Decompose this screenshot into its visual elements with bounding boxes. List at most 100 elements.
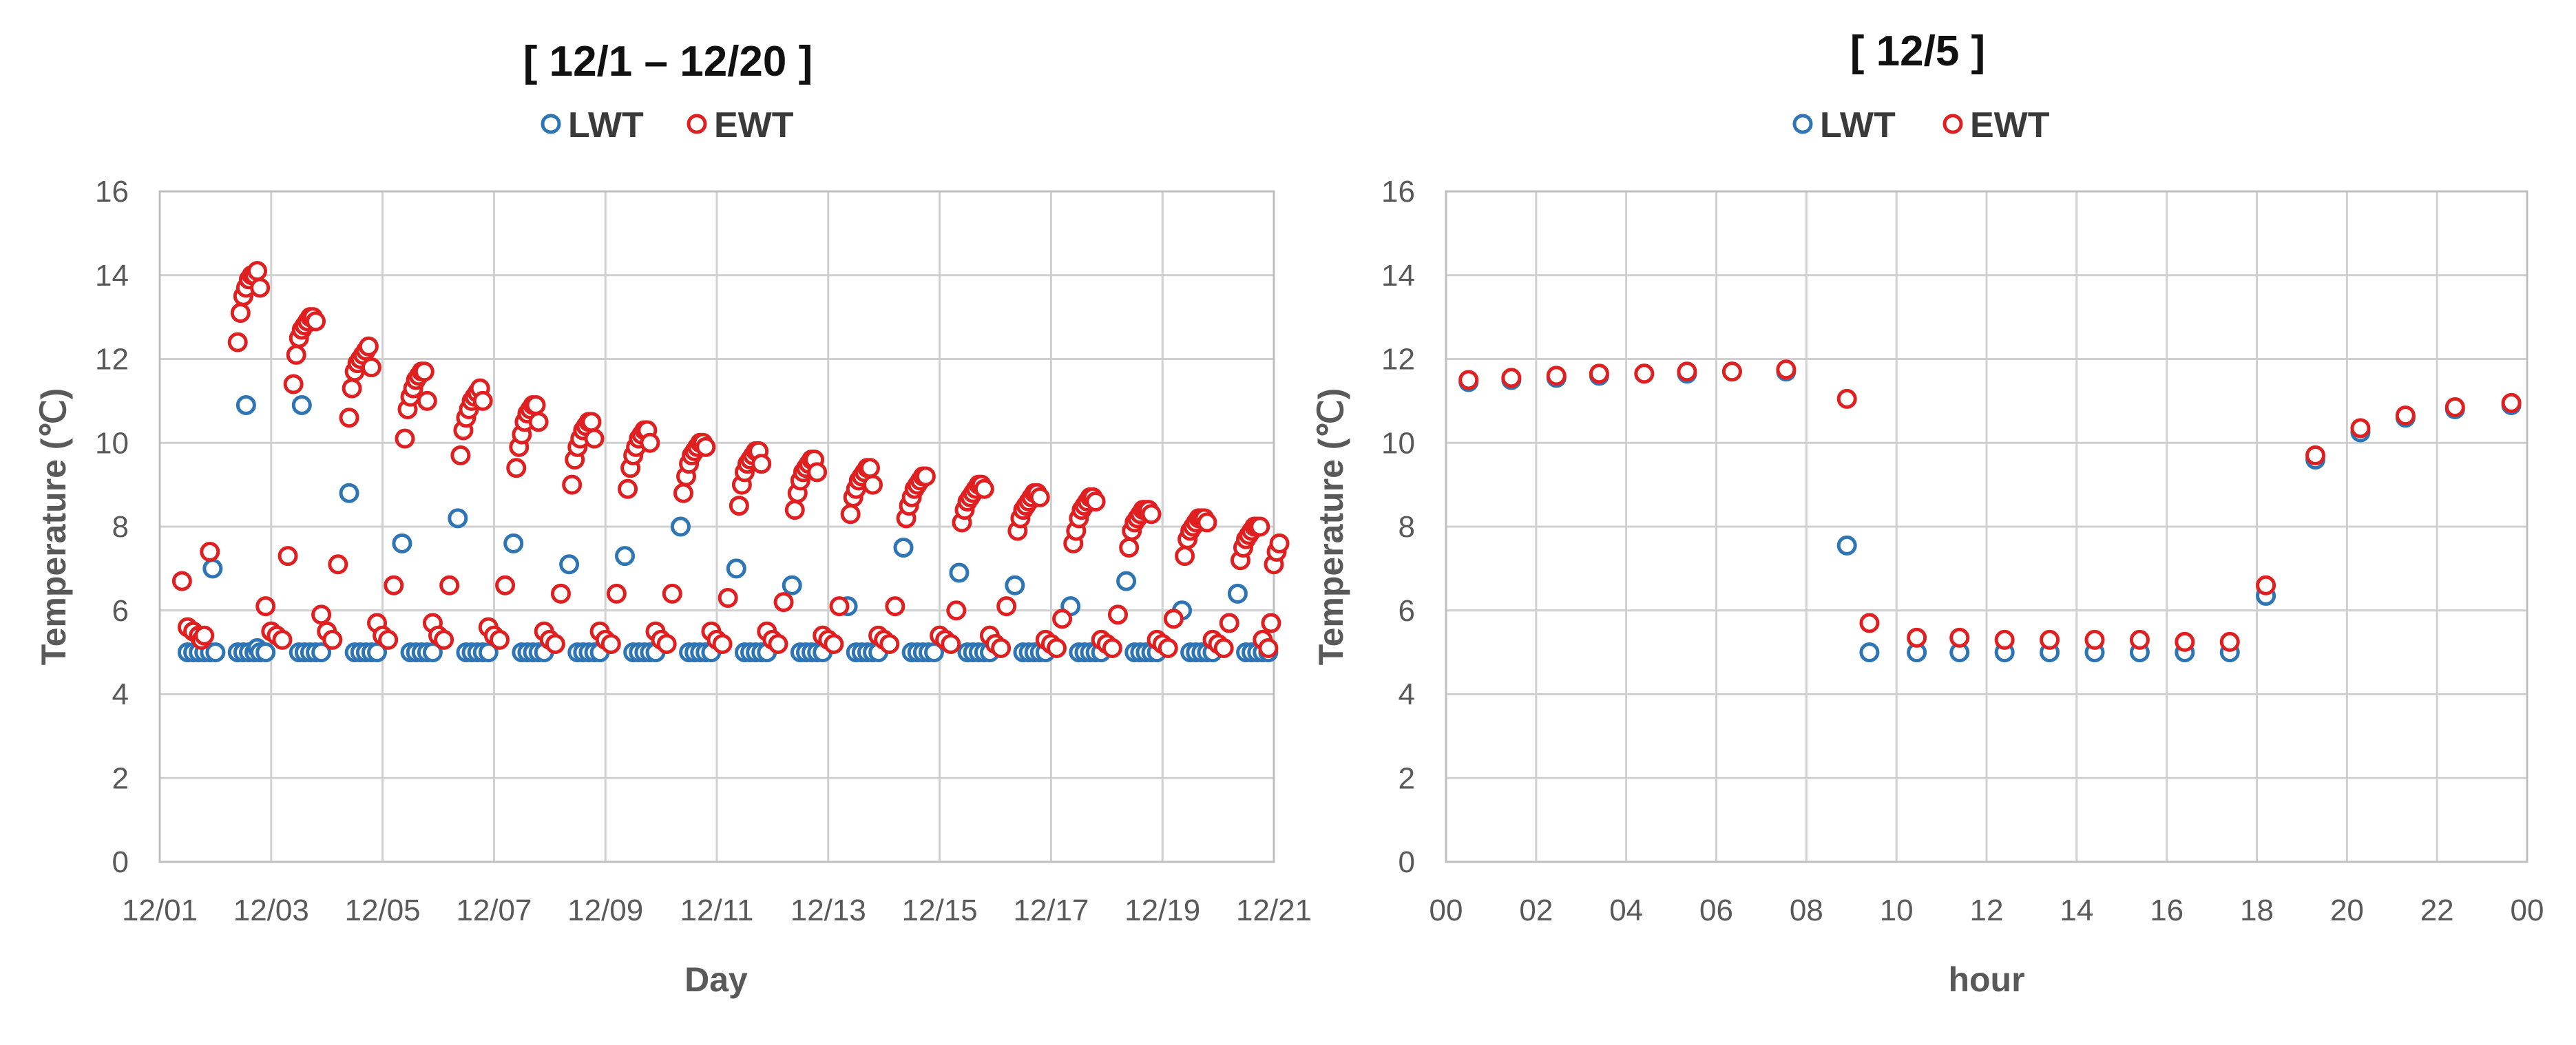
chart-left-grid	[158, 190, 1275, 863]
y-tick-label: 2	[1399, 761, 1415, 795]
point-ewt	[358, 336, 379, 357]
chart-left-marks	[171, 261, 1290, 663]
y-tick-label: 0	[1399, 845, 1415, 879]
point-lwt	[782, 575, 802, 595]
point-ewt	[439, 575, 460, 595]
point-ewt	[1634, 363, 1655, 384]
chart-right-grid	[1445, 190, 2528, 863]
chart-left: [ 12/1 – 12/20 ] LWT EWT 0 2 4 6 8 10 12 14 16 1…	[34, 38, 1312, 999]
point-ewt	[255, 596, 276, 617]
point-ewt	[751, 454, 772, 474]
point-ewt	[1776, 359, 1797, 380]
point-ewt	[640, 432, 660, 453]
point-ewt	[712, 633, 733, 654]
point-ewt	[618, 478, 638, 499]
x-tick-label: 10	[1880, 894, 1914, 927]
point-ewt	[171, 571, 192, 591]
point-ewt	[829, 596, 850, 617]
point-ewt	[1836, 388, 1857, 409]
point-ewt	[250, 277, 271, 298]
point-lwt	[1005, 575, 1025, 595]
y-tick-label: 12	[1381, 343, 1415, 377]
point-ewt	[606, 583, 627, 604]
x-tick-label: 12	[1970, 894, 2004, 927]
point-ewt	[525, 394, 546, 415]
point-ewt	[941, 633, 961, 654]
point-ewt	[472, 390, 493, 411]
y-tick-label: 8	[112, 510, 129, 544]
x-tick-label: 06	[1699, 894, 1733, 927]
point-lwt	[559, 554, 580, 575]
point-lwt	[1859, 642, 1880, 663]
point-ewt	[946, 600, 967, 621]
x-tick-label: 12/17	[1013, 894, 1089, 927]
point-ewt	[227, 332, 248, 352]
y-tick-label: 10	[1381, 426, 1415, 460]
point-ewt	[2040, 629, 2060, 650]
point-ewt	[278, 546, 298, 567]
point-ewt	[1107, 604, 1128, 625]
point-lwt	[670, 516, 691, 537]
x-tick-label: 04	[1609, 894, 1643, 927]
point-ewt	[1994, 629, 2015, 650]
point-ewt	[879, 633, 900, 654]
y-tick-label: 14	[95, 259, 129, 293]
point-ewt	[1261, 613, 1281, 633]
x-tick-label: 12/09	[567, 894, 643, 927]
chart-left-legend: LWT EWT	[541, 105, 794, 145]
y-tick-label: 0	[112, 845, 129, 879]
chart-right-title: [ 12/5 ]	[1850, 28, 1985, 75]
plot-frame	[158, 190, 1275, 863]
point-ewt	[863, 474, 883, 495]
point-ewt	[662, 583, 682, 604]
point-lwt	[726, 558, 746, 579]
x-tick-label: 12/13	[790, 894, 866, 927]
x-tick-label: 20	[2330, 894, 2364, 927]
point-lwt	[202, 558, 223, 579]
point-lwt	[367, 642, 388, 663]
x-tick-label: 16	[2150, 894, 2184, 927]
point-ewt	[200, 542, 220, 562]
point-ewt	[1158, 638, 1178, 659]
point-ewt	[434, 629, 454, 650]
point-ewt	[656, 633, 677, 654]
point-ewt	[2256, 575, 2276, 595]
point-ewt	[1029, 487, 1050, 507]
point-ewt	[840, 504, 861, 525]
point-ewt	[584, 428, 605, 449]
legend-marker-ewt	[687, 114, 707, 134]
point-lwt	[478, 642, 499, 663]
point-ewt	[1250, 516, 1270, 537]
point-ewt	[1269, 533, 1290, 553]
point-lwt	[949, 562, 970, 583]
point-ewt	[2305, 445, 2326, 466]
legend-marker-lwt-right	[1792, 114, 1813, 134]
legend-label-lwt-right: LWT	[1820, 105, 1896, 145]
point-ewt	[417, 390, 437, 411]
point-ewt	[1589, 363, 1609, 384]
x-tick-label: 12/19	[1124, 894, 1200, 927]
point-ewt	[286, 344, 306, 365]
point-ewt	[2501, 392, 2522, 413]
point-ewt	[322, 629, 343, 650]
x-tick-label: 12/07	[456, 894, 532, 927]
point-lwt	[422, 642, 443, 663]
point-ewt	[384, 575, 404, 595]
point-ewt	[2350, 418, 2371, 439]
point-ewt	[2129, 629, 2150, 650]
point-ewt	[673, 483, 693, 503]
point-lwt	[924, 642, 945, 663]
point-lwt	[893, 537, 914, 558]
x-tick-label: 12/21	[1236, 894, 1312, 927]
x-tick-label: 08	[1790, 894, 1823, 927]
point-ewt	[230, 303, 251, 324]
x-tick-label: 22	[2420, 894, 2454, 927]
point-ewt	[1907, 627, 1927, 648]
point-ewt	[885, 596, 905, 617]
x-tick-label: 18	[2240, 894, 2274, 927]
point-lwt	[291, 394, 312, 415]
point-ewt	[1046, 638, 1067, 659]
point-ewt	[718, 587, 738, 608]
point-ewt	[1546, 366, 1567, 386]
